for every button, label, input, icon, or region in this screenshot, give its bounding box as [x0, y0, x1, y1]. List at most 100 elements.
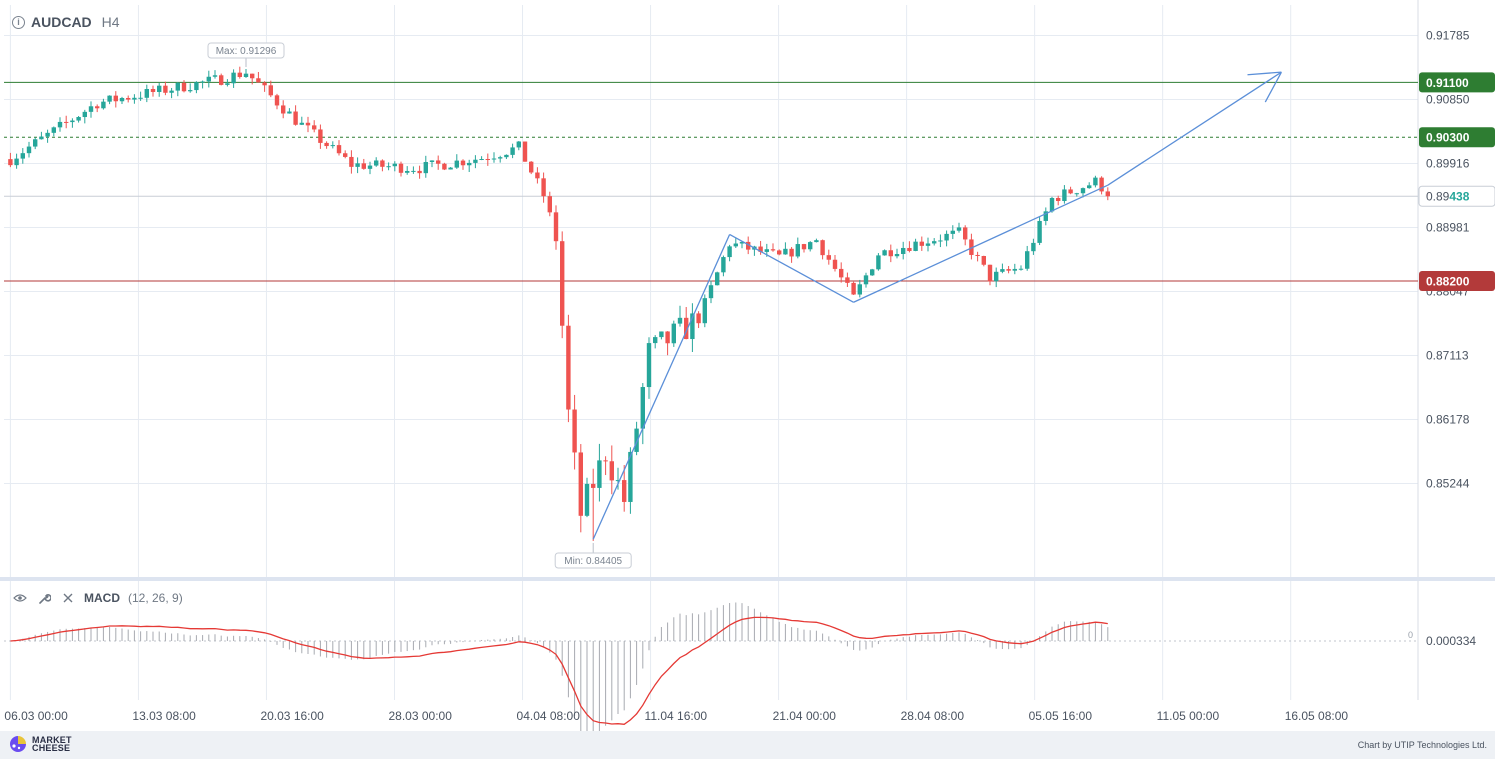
pane-divider: [0, 577, 1495, 581]
x-tick-label: 11.04 16:00: [645, 709, 708, 723]
candle-body: [876, 255, 881, 270]
candle-body: [1074, 193, 1079, 195]
level-tag: [1419, 72, 1495, 93]
candle-body: [522, 141, 528, 162]
candle-body: [1043, 211, 1048, 221]
candles: [8, 66, 1110, 541]
candle-body: [1049, 197, 1055, 212]
candle-body: [758, 246, 763, 252]
brand-logo-icon: [10, 736, 26, 752]
candle-body: [783, 248, 788, 255]
candle-body: [250, 73, 255, 79]
level-label: 0.91100: [1426, 76, 1469, 90]
candle-body: [541, 178, 546, 197]
candle-body: [535, 172, 540, 179]
x-tick-label: 21.04 00:00: [773, 709, 837, 723]
candle-body: [603, 460, 608, 462]
candle-body: [975, 254, 980, 256]
wrench-icon[interactable]: [36, 590, 52, 606]
candle-body: [274, 95, 280, 106]
candle-body: [367, 165, 373, 169]
candle-body: [572, 409, 577, 453]
y-tick-label: 0.89916: [1426, 157, 1470, 171]
candle-body: [504, 154, 509, 158]
candle-body: [516, 141, 521, 148]
candle-body: [467, 162, 472, 166]
candle-body: [1080, 188, 1086, 194]
credit-text: Chart by UTIP Technologies Ltd.: [1357, 740, 1487, 750]
candle-body: [355, 163, 360, 167]
candle-body: [969, 239, 974, 255]
candle-body: [485, 158, 490, 160]
candle-body: [832, 259, 838, 269]
candle-body: [324, 142, 329, 147]
candle-body: [839, 268, 844, 278]
candle-body: [181, 82, 187, 92]
candle-body: [721, 257, 726, 273]
candle-body: [448, 167, 453, 170]
candle-body: [640, 387, 645, 429]
candle-body: [343, 153, 348, 157]
candle-body: [1006, 269, 1011, 271]
candle-body: [349, 156, 354, 167]
candle-body: [591, 483, 596, 488]
level-tag: [1419, 271, 1495, 292]
candle-body: [64, 121, 69, 123]
candle-body: [138, 97, 143, 99]
candle-body: [82, 111, 87, 118]
candle-body: [268, 85, 273, 96]
candle-body: [1056, 197, 1061, 202]
candle-body: [33, 139, 38, 147]
candle-body: [14, 158, 19, 166]
candle-body: [57, 121, 63, 128]
eye-icon[interactable]: [12, 590, 28, 606]
max-label: Max: 0.91296: [216, 46, 277, 57]
level-tag: [1419, 127, 1495, 148]
candle-body: [801, 244, 807, 250]
x-tick-label: 13.03 08:00: [132, 709, 196, 723]
candle-body: [429, 160, 435, 162]
candle-body: [938, 240, 943, 242]
candle-body: [553, 212, 559, 242]
candle-body: [987, 264, 993, 282]
candle-body: [944, 233, 949, 241]
x-tick-label: 06.03 00:00: [4, 709, 68, 723]
candle-body: [863, 275, 869, 285]
candle-body: [45, 132, 50, 137]
candle-body: [1037, 220, 1042, 243]
candle-body: [901, 247, 906, 254]
trendline: [853, 184, 1109, 303]
candle-body: [925, 243, 931, 246]
candle-body: [411, 170, 416, 172]
candle-body: [770, 249, 776, 251]
candle-body: [857, 284, 862, 295]
candle-body: [126, 97, 131, 100]
candle-body: [882, 250, 887, 256]
candle-body: [628, 451, 633, 502]
candle-body: [299, 122, 304, 125]
y-tick-label: 0.86178: [1426, 413, 1470, 427]
candle-body: [392, 163, 397, 167]
brand-logo[interactable]: MARKET CHEESE: [8, 735, 72, 753]
chart-area[interactable]: 0.917850.908500.899160.889810.880470.871…: [0, 0, 1495, 731]
candle-body: [76, 117, 81, 121]
candle-body: [888, 250, 893, 257]
candle-body: [646, 343, 652, 388]
current-price-label: 0.89438: [1426, 190, 1470, 204]
macd-toolbar: MACD (12, 26, 9): [12, 590, 183, 606]
candle-body: [163, 85, 168, 93]
candle-body: [665, 331, 670, 344]
candle-body: [1062, 189, 1067, 202]
candle-body: [634, 428, 639, 452]
candle-body: [746, 241, 751, 250]
candle-body: [219, 75, 224, 85]
x-tick-label: 11.05 00:00: [1157, 709, 1220, 723]
candle-body: [405, 170, 410, 173]
info-icon[interactable]: i: [12, 15, 25, 29]
candle-body: [225, 83, 230, 85]
candle-body: [1093, 177, 1098, 186]
candle-body: [460, 160, 466, 166]
candle-body: [690, 313, 695, 340]
candle-body: [956, 227, 962, 231]
close-icon[interactable]: [60, 590, 76, 606]
